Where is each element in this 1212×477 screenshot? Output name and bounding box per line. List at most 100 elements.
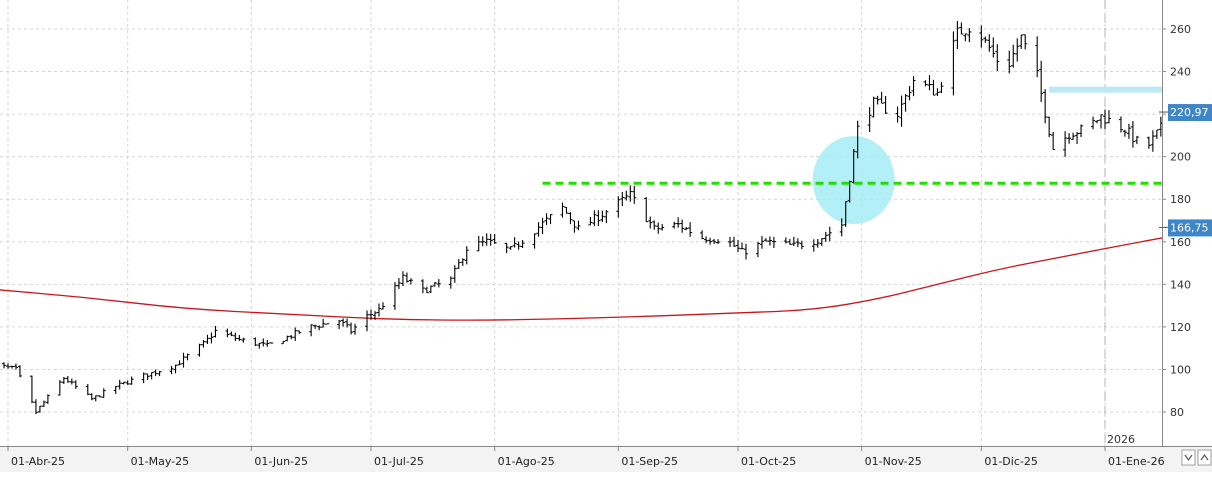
price-bar bbox=[14, 364, 18, 370]
price-bar bbox=[684, 227, 688, 230]
price-bar bbox=[728, 237, 732, 247]
price-bar bbox=[122, 382, 126, 384]
price-bar bbox=[1043, 89, 1047, 123]
price-bar bbox=[568, 212, 572, 224]
price-bar bbox=[505, 243, 509, 253]
price-bar bbox=[596, 210, 600, 226]
price-bar bbox=[712, 239, 716, 244]
price-bar bbox=[672, 222, 676, 229]
price-bar bbox=[130, 377, 134, 385]
price-bar bbox=[1155, 130, 1159, 139]
price-bar bbox=[1047, 117, 1051, 138]
price-bar bbox=[1023, 34, 1027, 49]
price-bar bbox=[676, 217, 680, 228]
price-bar bbox=[6, 363, 10, 368]
price-bar bbox=[935, 88, 939, 96]
price-bar bbox=[912, 76, 916, 96]
price-bar bbox=[261, 338, 265, 346]
price-bar bbox=[98, 395, 102, 397]
price-bar bbox=[880, 92, 884, 103]
price-bar bbox=[150, 372, 154, 379]
price-bar bbox=[517, 241, 521, 249]
price-bar bbox=[939, 82, 943, 93]
price-bar bbox=[796, 238, 800, 247]
price-bar bbox=[700, 230, 704, 239]
price-bar bbox=[1151, 130, 1155, 151]
price-bar bbox=[74, 380, 78, 389]
price-bar bbox=[995, 44, 999, 71]
price-bar bbox=[1127, 124, 1131, 139]
price-bar bbox=[229, 331, 233, 336]
price-bar bbox=[18, 365, 22, 377]
y-tick-label: 180 bbox=[1170, 193, 1191, 206]
x-tick-label: 01-Ago-25 bbox=[498, 455, 555, 468]
price-bar bbox=[1135, 136, 1139, 144]
price-bar bbox=[341, 318, 345, 326]
price-bar bbox=[349, 323, 353, 335]
price-bar bbox=[1147, 137, 1151, 149]
price-bar bbox=[337, 320, 341, 329]
price-bar bbox=[377, 304, 381, 317]
price-bar bbox=[828, 227, 832, 242]
price-bar bbox=[648, 217, 652, 229]
price-bar bbox=[923, 80, 927, 86]
price-bar bbox=[197, 344, 201, 357]
price-bar bbox=[46, 394, 50, 404]
price-bar bbox=[345, 319, 349, 328]
price-bar bbox=[588, 217, 592, 225]
price-bar bbox=[1103, 110, 1107, 129]
price-bar bbox=[393, 282, 397, 310]
price-bar bbox=[170, 366, 174, 374]
price-bars-layer bbox=[0, 21, 1212, 414]
price-bar bbox=[94, 395, 98, 401]
price-bar bbox=[513, 237, 517, 247]
x-tick-label: 01-Ene-26 bbox=[1108, 455, 1165, 468]
price-bar bbox=[1119, 116, 1123, 132]
price-bar bbox=[1015, 38, 1019, 61]
price-bar bbox=[241, 338, 245, 343]
price-bar bbox=[42, 401, 46, 407]
price-bar bbox=[983, 37, 987, 43]
price-bar bbox=[1099, 115, 1103, 129]
price-bar bbox=[1123, 130, 1127, 137]
price-bar bbox=[421, 279, 425, 293]
price-bar bbox=[281, 341, 285, 344]
price-bar bbox=[951, 31, 955, 95]
price-bar bbox=[289, 335, 293, 339]
price-bar bbox=[816, 239, 820, 248]
x-tick-label: 01-Abr-25 bbox=[11, 455, 65, 468]
x-tick-label: 01-Jun-25 bbox=[254, 455, 308, 468]
price-bar bbox=[38, 406, 42, 413]
price-bar bbox=[209, 333, 213, 344]
price-bar bbox=[1011, 45, 1015, 68]
price-bar bbox=[967, 28, 971, 42]
price-bar bbox=[616, 196, 620, 217]
price-bar bbox=[237, 335, 241, 341]
price-bar bbox=[784, 237, 788, 243]
price-bar bbox=[656, 223, 660, 234]
price-bar bbox=[321, 319, 325, 328]
price-bar bbox=[560, 202, 564, 217]
moving-average-price-tag-text: 166,75 bbox=[1170, 221, 1209, 234]
y-tick-label: 160 bbox=[1170, 236, 1191, 249]
y-tick-label: 240 bbox=[1170, 66, 1191, 79]
price-bar bbox=[213, 326, 217, 338]
price-bar bbox=[397, 278, 401, 289]
price-bar bbox=[437, 279, 441, 287]
moving-average-line bbox=[0, 227, 1212, 320]
price-bar bbox=[772, 237, 776, 248]
price-bar bbox=[955, 21, 959, 49]
price-bar bbox=[493, 234, 497, 244]
price-bar bbox=[931, 80, 935, 95]
price-bar bbox=[253, 337, 257, 346]
price-bar bbox=[66, 376, 70, 383]
price-bar bbox=[309, 324, 313, 336]
price-bar bbox=[154, 369, 158, 376]
price-bar bbox=[812, 239, 816, 251]
price-bar bbox=[604, 210, 608, 223]
year-label: 2026 bbox=[1107, 433, 1135, 446]
price-bar bbox=[102, 388, 106, 397]
price-bar bbox=[521, 240, 525, 248]
